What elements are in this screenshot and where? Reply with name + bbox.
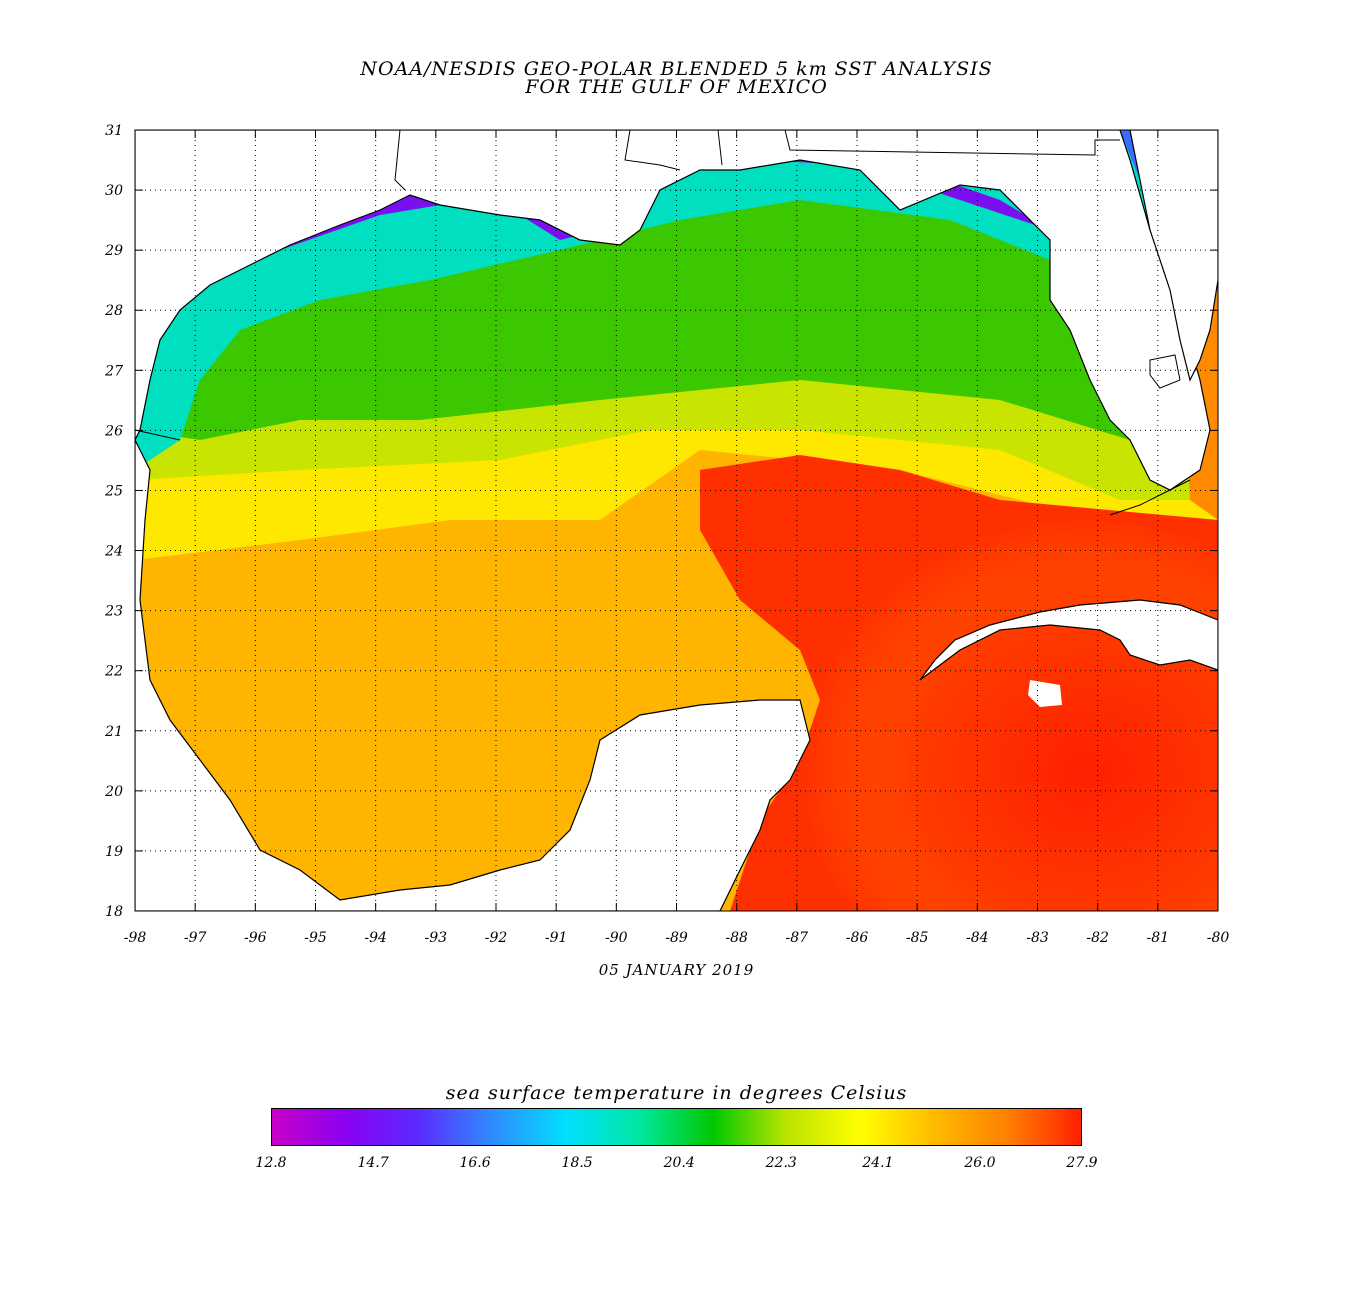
colorbar-tick-label: 12.8: [255, 1155, 287, 1171]
latitude-labels: 31 30 29 28 27 26 25 24 23 22 21 20 19 18: [104, 123, 123, 920]
colorbar-tick-label: 20.4: [663, 1155, 695, 1171]
lon-tick-label: -83: [1026, 930, 1049, 946]
lon-tick-label: -94: [364, 930, 387, 946]
lon-tick-label: -95: [304, 930, 327, 946]
land-mexico: [135, 439, 811, 911]
florida-keys: [1109, 479, 1191, 516]
border-la-ms: [624, 130, 681, 171]
colorbar-tick-label: 27.9: [1066, 1155, 1098, 1171]
lon-tick-label: -88: [725, 930, 748, 946]
lat-tick-label: 23: [104, 604, 123, 620]
lon-tick-label: -87: [786, 930, 809, 946]
lon-tick-label: -93: [425, 930, 448, 946]
lat-tick-label: 30: [105, 183, 123, 199]
lat-tick-label: 29: [104, 243, 123, 259]
lon-tick-label: -84: [966, 930, 989, 946]
lon-tick-label: -86: [846, 930, 869, 946]
lat-tick-label: 18: [105, 904, 123, 920]
lon-tick-label: -90: [605, 930, 628, 946]
lon-tick-label: -85: [906, 930, 929, 946]
lat-tick-label: 22: [104, 664, 123, 680]
lat-tick-label: 28: [104, 303, 123, 319]
lat-tick-label: 24: [104, 544, 123, 560]
lon-tick-label: -98: [124, 930, 147, 946]
lat-tick-label: 31: [105, 123, 123, 139]
water-cyan-zone: [135, 130, 1218, 470]
colorbar-tick-label: 16.6: [459, 1155, 491, 1171]
lat-tick-label: 25: [104, 483, 123, 499]
chart-title-line1: NOAA/NESDIS GEO-POLAR BLENDED 5 km SST A…: [360, 58, 993, 80]
colorbar-title: sea surface temperature in degrees Celsi…: [445, 1082, 908, 1104]
colorbar-tick-label: 18.5: [561, 1155, 593, 1171]
lat-tick-label: 26: [104, 423, 123, 439]
lat-tick-label: 21: [104, 724, 123, 740]
lat-tick-label: 27: [104, 363, 123, 379]
sst-map: -98 -97 -96 -95 -94 -93 -92 -91 -90 -89 -88 -87 -86 -…: [104, 123, 1230, 946]
analysis-date: 05 JANUARY 2019: [598, 961, 755, 979]
colorbar-tick-label: 22.3: [765, 1155, 797, 1171]
longitude-labels: -98 -97 -96 -95 -94 -93 -92 -91 -90 -89 -88 -87 -86 -…: [124, 930, 1230, 946]
colorbar-tick-label: 26.0: [964, 1155, 996, 1171]
lon-tick-label: -81: [1147, 930, 1170, 946]
colorbar-tick-label: 24.1: [862, 1155, 894, 1171]
border-al-fl-ga: [784, 130, 1120, 156]
lat-tick-label: 20: [104, 784, 123, 800]
lat-tick-label: 19: [105, 844, 123, 860]
border-us-mx: [135, 429, 181, 441]
land-florida-east: [1129, 130, 1218, 382]
border-ms-al: [717, 130, 723, 166]
water-hot-core: [700, 450, 1218, 911]
lon-tick-label: -89: [665, 930, 688, 946]
lon-tick-label: -96: [244, 930, 267, 946]
land-us-north: [135, 130, 1211, 491]
lon-tick-label: -82: [1086, 930, 1109, 946]
border-tx-la: [394, 130, 406, 191]
land-isla-juventud: [1028, 680, 1062, 707]
axis-ticks: [134, 129, 1219, 912]
colorbar: [271, 1108, 1082, 1146]
lon-tick-label: -80: [1207, 930, 1230, 946]
lon-tick-label: -92: [485, 930, 508, 946]
lake-okeechobee: [1149, 354, 1181, 389]
colorbar-tick-label: 14.7: [357, 1155, 389, 1171]
land-cuba: [919, 599, 1218, 681]
chart-title-line2: FOR THE GULF OF MEXICO: [525, 76, 828, 98]
lon-tick-label: -91: [545, 930, 568, 946]
lon-tick-label: -97: [184, 930, 207, 946]
